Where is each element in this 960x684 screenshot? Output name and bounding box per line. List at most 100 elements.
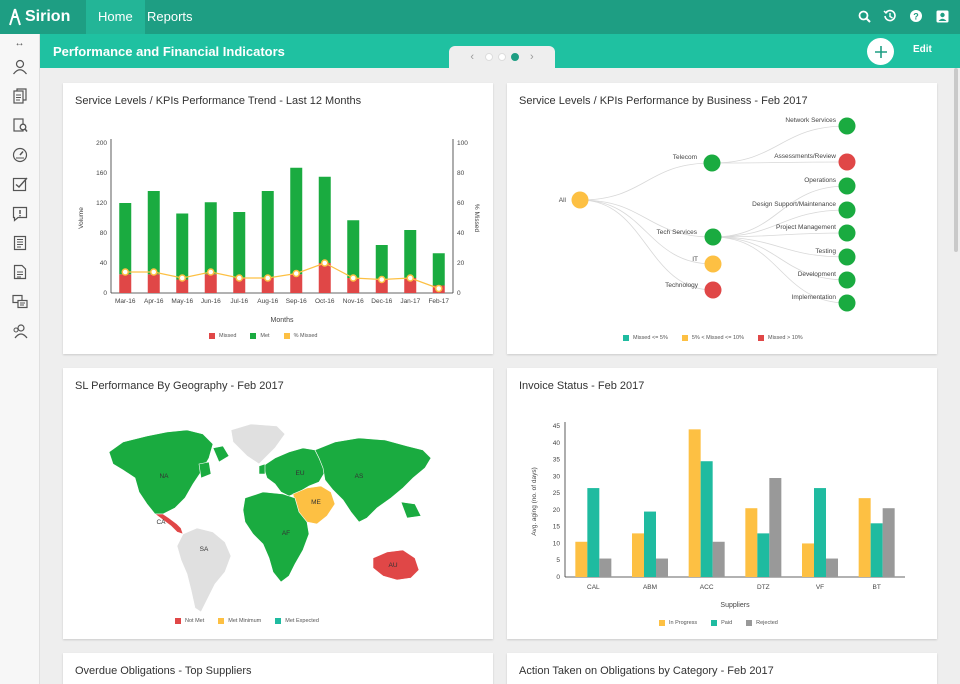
edit-button[interactable]: Edit: [913, 44, 932, 55]
tree-leaf-node: [838, 248, 856, 266]
legend-item-met[interactable]: Met: [250, 333, 270, 339]
map-region-af[interactable]: [242, 491, 310, 583]
user-icon[interactable]: [0, 52, 40, 81]
bar-met: [290, 167, 303, 275]
alert-message-icon[interactable]: [0, 199, 40, 228]
action-card: Action Taken on Obligations by Category …: [507, 653, 937, 684]
bar-met: [204, 202, 217, 275]
legend-label: Paid: [721, 620, 733, 626]
tree-node: [704, 281, 722, 299]
legend-item-met-expected[interactable]: Met Expected: [275, 618, 319, 624]
legend-item-missed-low[interactable]: Missed <= 5%: [623, 335, 668, 341]
legend-item-pct-missed[interactable]: % Missed: [283, 333, 317, 339]
checklist-icon[interactable]: [0, 170, 40, 199]
pager-dot-1[interactable]: [485, 53, 493, 61]
sidebar-expand-icon[interactable]: ↔: [14, 37, 25, 49]
bar-met: [347, 220, 360, 278]
report-icon[interactable]: [0, 258, 40, 287]
tree-link: [712, 185, 848, 238]
map-label-eu: EU: [295, 470, 304, 477]
top-icon-group: ?: [856, 8, 950, 24]
map-region-sa[interactable]: [176, 527, 232, 613]
trend-card: Service Levels / KPIs Performance Trend …: [63, 83, 493, 354]
tree-leaf-label: Operations: [804, 177, 837, 184]
bar-met: [233, 212, 246, 278]
discussion-icon[interactable]: [0, 287, 40, 316]
bar-met: [318, 176, 331, 263]
legend-item-rejected[interactable]: Rejected: [746, 620, 778, 626]
page-scrollbar[interactable]: [953, 68, 959, 684]
scrollbar-thumb[interactable]: [954, 68, 958, 252]
bar-paid: [814, 488, 826, 577]
tree-leaf-label: Network Services: [785, 117, 836, 124]
tree-link: [712, 232, 848, 238]
map-region-as[interactable]: [314, 437, 432, 523]
legend-swatch: [209, 333, 215, 339]
help-icon[interactable]: ?: [908, 8, 924, 24]
tab-reports[interactable]: Reports: [147, 9, 193, 24]
legend-swatch: [250, 333, 257, 339]
map-region-au[interactable]: [372, 549, 420, 581]
legend-swatch: [623, 335, 629, 341]
bar-missed: [375, 279, 388, 293]
map-region-greenland: [230, 423, 286, 465]
map-region-eu[interactable]: [258, 447, 326, 497]
pager-next-button[interactable]: ›: [530, 51, 534, 63]
dashboard-gauge-icon[interactable]: [0, 140, 40, 169]
y-axis-title: Volume: [78, 207, 85, 229]
tree-node: [703, 154, 721, 172]
bar-rejected: [656, 558, 668, 577]
x-tick-label: May-16: [171, 298, 193, 305]
business-card-title: Service Levels / KPIs Performance by Bus…: [519, 95, 808, 107]
business-card: Service Levels / KPIs Performance by Bus…: [507, 83, 937, 354]
pct-missed-point: [121, 268, 129, 276]
documents-icon[interactable]: [0, 81, 40, 110]
plus-icon: [874, 45, 887, 58]
invoice-icon[interactable]: [0, 228, 40, 257]
team-icon[interactable]: [0, 317, 40, 346]
bar-missed: [204, 274, 217, 293]
bar-missed: [176, 279, 189, 293]
legend-item-in-progress[interactable]: In Progress: [659, 620, 697, 626]
legend-swatch: [218, 618, 225, 624]
y-axis-title: Avg. aging (no. of days): [531, 467, 538, 536]
tab-home[interactable]: Home: [86, 0, 145, 34]
user-profile-icon[interactable]: [934, 8, 950, 24]
map-region-na[interactable]: [108, 429, 230, 515]
legend-item-not-met[interactable]: Not Met: [175, 618, 204, 624]
x-tick-label: Aug-16: [257, 298, 278, 305]
tree-node-label: Telecom: [673, 154, 697, 161]
legend-item-missed-high[interactable]: Missed > 10%: [758, 335, 803, 341]
bar-rejected: [882, 508, 895, 577]
legend-item-paid[interactable]: Paid: [711, 620, 732, 626]
geography-card: SL Performance By Geography - Feb 2017: [63, 368, 493, 639]
x-tick-label: Jul-16: [230, 298, 248, 305]
legend-item-met-minimum[interactable]: Met Minimum: [218, 618, 261, 624]
y2-tick-label: 80: [457, 170, 465, 177]
pct-missed-point: [235, 274, 243, 282]
tree-leaf-node: [838, 177, 856, 195]
y-tick-label: 30: [553, 473, 561, 480]
sirion-logo[interactable]: Sirion: [8, 7, 70, 27]
bar-paid: [757, 533, 770, 577]
tree-leaf-node: [838, 117, 856, 135]
add-widget-button[interactable]: [867, 38, 894, 65]
legend-item-missed-mid[interactable]: 5% < Missed <= 10%: [681, 335, 744, 341]
history-icon[interactable]: [882, 8, 898, 24]
pager-prev-button[interactable]: ‹: [470, 51, 474, 63]
map-region-ca[interactable]: [154, 513, 184, 535]
search-document-icon[interactable]: [0, 111, 40, 140]
legend-item-missed[interactable]: Missed: [209, 333, 236, 339]
bar-rejected: [826, 558, 838, 577]
pager-dot-2[interactable]: [498, 53, 506, 61]
trend-legend: Missed Met % Missed: [209, 333, 317, 339]
invoice-chart: 0 5 10 15 20 25 30 35 40 45 Avg. aging (no. of day…: [531, 422, 905, 609]
bar-met: [261, 191, 274, 278]
legend-swatch: [711, 620, 718, 626]
y2-tick-label: 20: [457, 260, 465, 267]
pager-dot-3[interactable]: [511, 53, 519, 61]
bar-missed: [404, 278, 417, 293]
pct-missed-point: [292, 269, 300, 278]
y2-tick-label: 0: [457, 290, 461, 297]
search-icon[interactable]: [856, 8, 872, 24]
